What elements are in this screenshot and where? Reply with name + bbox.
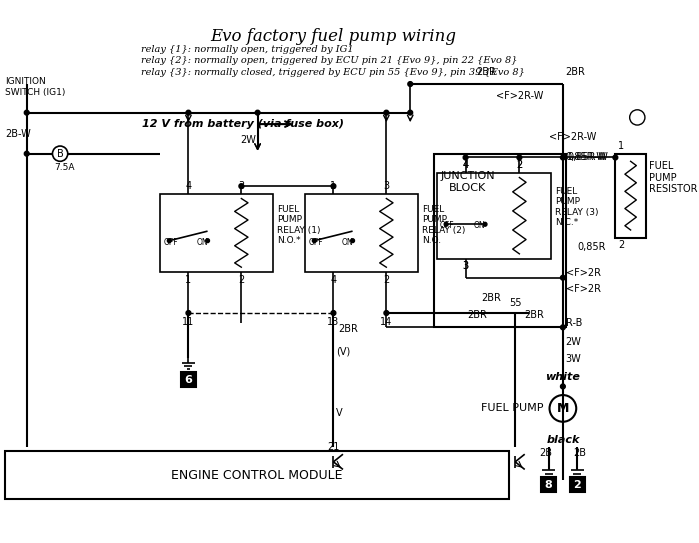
Text: OFF: OFF — [163, 238, 178, 247]
Circle shape — [561, 155, 565, 160]
Text: R-B: R-B — [565, 318, 582, 328]
Text: FUEL
PUMP
RELAY (2)
N.O.: FUEL PUMP RELAY (2) N.O. — [421, 205, 465, 245]
Circle shape — [255, 110, 260, 115]
Text: 2: 2 — [573, 479, 581, 490]
Text: 2: 2 — [517, 160, 523, 170]
Bar — [434, 154, 565, 327]
Text: (V): (V) — [336, 346, 351, 356]
Text: 1: 1 — [618, 141, 624, 151]
Text: 0,85R-W: 0,85R-W — [568, 153, 609, 162]
Text: 2BR: 2BR — [524, 310, 544, 320]
Text: 2: 2 — [517, 160, 523, 170]
Text: white: white — [545, 372, 580, 382]
Text: 3W: 3W — [565, 354, 582, 364]
Circle shape — [384, 311, 389, 315]
Circle shape — [331, 184, 336, 188]
Text: 0,85R-W: 0,85R-W — [565, 153, 607, 162]
Text: IGNITION
SWITCH (IG1): IGNITION SWITCH (IG1) — [5, 77, 65, 97]
Text: 6: 6 — [185, 375, 192, 385]
Text: 3: 3 — [383, 181, 389, 191]
Text: <F>2R-W: <F>2R-W — [496, 91, 544, 100]
Circle shape — [384, 110, 389, 115]
Circle shape — [613, 155, 618, 160]
Circle shape — [561, 275, 565, 280]
Text: ON: ON — [474, 222, 485, 230]
Text: 2BR: 2BR — [338, 325, 358, 334]
Text: 2B-W: 2B-W — [5, 129, 31, 138]
Text: 4: 4 — [463, 160, 468, 170]
Bar — [437, 173, 552, 258]
Text: black: black — [546, 435, 579, 445]
Circle shape — [167, 239, 171, 243]
Bar — [570, 477, 585, 493]
Text: 2BR: 2BR — [477, 67, 496, 77]
Text: 2B: 2B — [574, 448, 586, 458]
Text: 21: 21 — [327, 442, 340, 452]
Text: 2: 2 — [618, 239, 624, 250]
Bar — [541, 477, 556, 493]
Circle shape — [206, 239, 210, 243]
Text: FUEL PUMP: FUEL PUMP — [482, 403, 544, 413]
Text: 13: 13 — [327, 317, 340, 327]
Text: B: B — [57, 149, 64, 159]
Bar — [181, 372, 196, 387]
Text: <F>2R: <F>2R — [565, 268, 600, 278]
Text: 14: 14 — [380, 317, 392, 327]
Bar — [615, 154, 646, 238]
Text: ENGINE CONTROL MODULE: ENGINE CONTROL MODULE — [171, 469, 343, 482]
Text: relay {2}: normally open, triggered by ECU pin 21 {Evo 9}, pin 22 {Evo 8}: relay {2}: normally open, triggered by E… — [141, 56, 518, 65]
Text: FUEL
PUMP
RELAY (3)
N.C.*: FUEL PUMP RELAY (3) N.C.* — [555, 187, 599, 227]
Text: JUNCTION
BLOCK: JUNCTION BLOCK — [440, 172, 495, 193]
Circle shape — [483, 223, 487, 226]
Text: ON: ON — [196, 238, 208, 247]
Text: 1: 1 — [331, 181, 336, 191]
Text: Evo factory fuel pump wiring: Evo factory fuel pump wiring — [210, 28, 456, 45]
Circle shape — [239, 184, 244, 188]
Text: FUEL
PUMP
RESISTOR: FUEL PUMP RESISTOR — [649, 161, 697, 194]
Circle shape — [517, 155, 521, 160]
Bar — [160, 194, 273, 272]
Circle shape — [351, 239, 354, 243]
Text: 12 V from battery (via fuse box): 12 V from battery (via fuse box) — [143, 119, 345, 129]
Text: 3: 3 — [463, 262, 468, 272]
Circle shape — [331, 311, 336, 315]
Text: ON: ON — [341, 238, 353, 247]
Text: 2B: 2B — [539, 448, 552, 458]
Text: V: V — [336, 408, 343, 418]
Text: 2W: 2W — [240, 135, 256, 144]
Bar — [305, 194, 418, 272]
Circle shape — [561, 384, 565, 389]
Text: <F>2R-W: <F>2R-W — [549, 131, 596, 142]
Text: OFF: OFF — [308, 238, 323, 247]
Text: 2BR: 2BR — [482, 293, 501, 304]
Text: OFF: OFF — [440, 222, 454, 230]
Circle shape — [444, 223, 448, 226]
Text: relay {1}: normally open, triggered by IG1: relay {1}: normally open, triggered by I… — [141, 45, 354, 54]
Text: 3: 3 — [463, 262, 468, 272]
Text: 4: 4 — [331, 275, 336, 285]
Text: 8: 8 — [545, 479, 552, 490]
Text: 1: 1 — [185, 275, 192, 285]
Text: M: M — [556, 402, 569, 415]
Text: <F>2R: <F>2R — [565, 284, 600, 294]
Circle shape — [408, 81, 412, 86]
Text: 2BR: 2BR — [467, 310, 487, 320]
Text: 3: 3 — [238, 181, 245, 191]
Circle shape — [24, 151, 29, 156]
Circle shape — [312, 239, 316, 243]
Text: 7.5A: 7.5A — [55, 163, 75, 172]
Text: 4: 4 — [463, 160, 468, 170]
Text: 2: 2 — [383, 275, 389, 285]
Text: 11: 11 — [182, 317, 194, 327]
Text: 2BR: 2BR — [565, 67, 586, 77]
Circle shape — [463, 155, 468, 160]
Circle shape — [24, 110, 29, 115]
Circle shape — [408, 110, 412, 115]
Text: 0,85R: 0,85R — [577, 242, 606, 252]
Text: 2: 2 — [238, 275, 245, 285]
Circle shape — [561, 325, 565, 330]
Text: FUEL
PUMP
RELAY (1)
N.O.*: FUEL PUMP RELAY (1) N.O.* — [277, 205, 320, 245]
Text: relay {3}: normally closed, triggered by ECU pin 55 {Evo 9}, pin 39 {Evo 8}: relay {3}: normally closed, triggered by… — [141, 68, 525, 77]
Text: 2W: 2W — [565, 337, 582, 346]
Text: 55: 55 — [509, 298, 521, 308]
